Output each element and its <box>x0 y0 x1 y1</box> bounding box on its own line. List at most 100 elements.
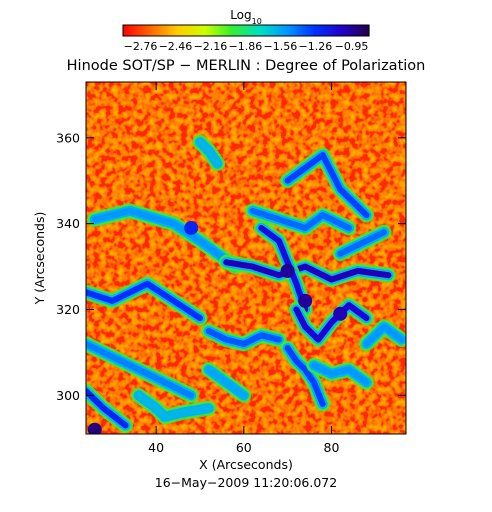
colorbar-swatch <box>307 25 311 36</box>
network-lane <box>284 152 370 219</box>
colorbar-swatch <box>166 25 169 36</box>
colorbar-swatch <box>153 25 157 36</box>
colorbar-swatch <box>352 25 356 36</box>
colorbar-swatch <box>209 25 212 36</box>
colorbar-swatch <box>315 25 319 36</box>
colorbar-swatch <box>272 25 276 36</box>
colorbar-swatch <box>366 25 370 36</box>
colorbar-tick-label: −0.95 <box>335 40 369 53</box>
colorbar-swatch <box>266 25 270 36</box>
colorbar-swatch <box>157 25 161 36</box>
colorbar-swatch <box>161 25 165 36</box>
chart-title: Hinode SOT/SP − MERLIN : Degree of Polar… <box>67 58 426 74</box>
colorbar-swatch <box>205 25 208 36</box>
colorbar-swatch <box>176 25 179 36</box>
colorbar-swatch <box>190 25 194 36</box>
strong-polarization-patch <box>184 220 199 235</box>
colorbar-swatch <box>311 25 315 36</box>
colorbar-swatch <box>305 25 309 36</box>
colorbar-gradient <box>123 25 370 36</box>
colorbar-swatch <box>274 25 278 36</box>
network-lane <box>135 392 212 420</box>
network-lane <box>205 366 247 399</box>
colorbar-swatch <box>256 25 259 36</box>
network-lane <box>363 323 405 347</box>
x-axis-ticks: 40 60 80 <box>148 82 339 455</box>
colorbar-swatch <box>332 25 335 36</box>
strong-polarization-patch <box>280 263 295 278</box>
colorbar-swatch <box>323 25 327 36</box>
colorbar-tick-label: −2.46 <box>159 40 193 53</box>
colorbar-swatch <box>342 25 345 36</box>
colorbar-swatch <box>241 25 245 36</box>
x-axis-label: X (Arcseconds) <box>199 457 293 472</box>
colorbar-swatch <box>131 25 134 36</box>
colorbar-swatch <box>145 25 149 36</box>
colorbar-swatch <box>299 25 302 36</box>
plot-frame <box>85 81 407 435</box>
colorbar-swatch <box>248 25 251 36</box>
colorbar-swatch <box>239 25 243 36</box>
y-tick-label: 320 <box>56 302 80 317</box>
network-lane <box>86 340 195 399</box>
colorbar-label-subscript: 10 <box>252 17 262 26</box>
colorbar-swatch <box>133 25 136 36</box>
plot-area <box>86 82 406 434</box>
x-tick-label: 80 <box>324 440 340 455</box>
y-axis-ticks: 300 320 340 360 <box>56 130 406 403</box>
colorbar-label-base: Log <box>230 8 251 22</box>
colorbar-swatch <box>309 25 313 36</box>
colorbar-swatch <box>237 25 241 36</box>
colorbar-swatch <box>356 25 360 36</box>
colorbar-swatch <box>354 25 358 36</box>
colorbar-swatch <box>194 25 198 36</box>
colorbar-swatch <box>262 25 266 36</box>
colorbar-swatch <box>252 25 255 36</box>
colorbar-swatch <box>250 25 253 36</box>
colorbar-swatch <box>137 25 140 36</box>
colorbar-swatch <box>151 25 155 36</box>
colorbar-swatch <box>330 25 333 36</box>
network-lane <box>223 259 392 283</box>
colorbar-swatch <box>328 25 331 36</box>
colorbar-swatch <box>196 25 200 36</box>
network-lane <box>86 388 129 429</box>
y-tick-label: 340 <box>56 216 80 231</box>
colorbar-swatch <box>282 25 286 36</box>
strong-polarization-patch <box>298 293 313 308</box>
colorbar-swatch <box>301 25 304 36</box>
colorbar-swatch <box>362 25 366 36</box>
colorbar-swatch <box>155 25 159 36</box>
heatmap-strong-patches <box>87 220 348 434</box>
colorbar-swatch <box>317 25 321 36</box>
colorbar-swatch <box>202 25 206 36</box>
colorbar-swatch <box>268 25 272 36</box>
colorbar-swatch <box>344 25 348 36</box>
colorbar-swatch <box>129 25 132 36</box>
colorbar-swatch <box>303 25 307 36</box>
colorbar-swatch <box>184 25 188 36</box>
heatmap-network-lanes <box>86 134 406 433</box>
colorbar-swatch <box>260 25 263 36</box>
network-lane <box>86 280 203 322</box>
colorbar-swatch <box>321 25 325 36</box>
colorbar: Log10 −2.76 −2.46 −2.16 −1.86 −1.56 −1.26 −0.9… <box>122 8 370 53</box>
colorbar-swatch <box>364 25 368 36</box>
colorbar-swatch <box>143 25 147 36</box>
colorbar-swatch <box>213 25 216 36</box>
network-lane <box>337 229 388 257</box>
colorbar-tick-label: −2.76 <box>124 40 158 53</box>
colorbar-swatch <box>350 25 354 36</box>
colorbar-swatch <box>264 25 268 36</box>
strong-polarization-patch <box>333 306 348 321</box>
colorbar-swatch <box>291 25 294 36</box>
colorbar-swatch <box>358 25 362 36</box>
colorbar-swatch <box>233 25 237 36</box>
colorbar-swatch <box>221 25 225 36</box>
colorbar-swatch <box>159 25 163 36</box>
colorbar-swatch <box>182 25 186 36</box>
network-lane <box>205 328 282 347</box>
colorbar-swatch <box>211 25 214 36</box>
colorbar-swatch <box>219 25 222 36</box>
